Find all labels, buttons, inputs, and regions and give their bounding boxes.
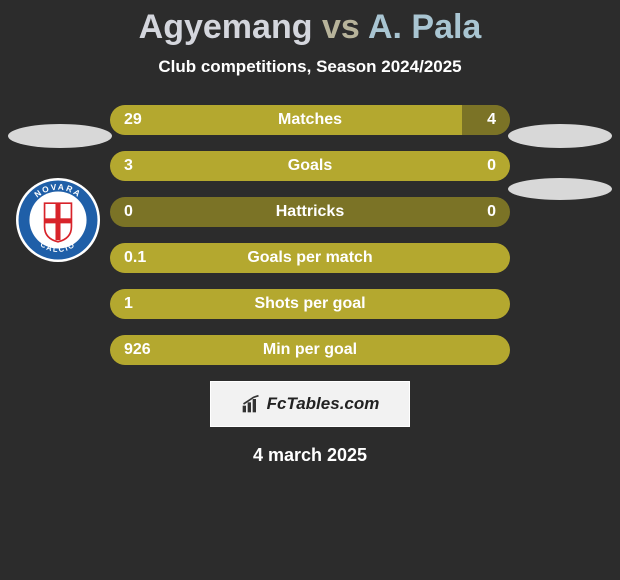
- avatar-placeholder-left: [8, 124, 112, 148]
- stat-value-right: 0: [487, 197, 496, 227]
- stat-row: 1Shots per goal: [110, 289, 510, 319]
- fctables-icon: [241, 394, 261, 414]
- stat-label: Shots per goal: [110, 289, 510, 319]
- stat-value-right: 0: [487, 151, 496, 181]
- player2-name: A. Pala: [368, 8, 481, 46]
- club-badge-icon: NOVARA CALCIO: [16, 178, 100, 262]
- club-badge-novara: NOVARA CALCIO: [16, 178, 100, 262]
- stat-label: Goals: [110, 151, 510, 181]
- page-title: Agyemang vs A. Pala: [0, 8, 620, 47]
- stats-comparison-chart: 29Matches43Goals00Hattricks00.1Goals per…: [110, 105, 510, 365]
- subtitle: Club competitions, Season 2024/2025: [0, 57, 620, 77]
- stat-label: Hattricks: [110, 197, 510, 227]
- infographic-root: Agyemang vs A. Pala Club competitions, S…: [0, 0, 620, 580]
- stat-row: 926Min per goal: [110, 335, 510, 365]
- branding-text: FcTables.com: [267, 394, 380, 414]
- club-placeholder-right: [508, 178, 612, 200]
- stat-row: 3Goals0: [110, 151, 510, 181]
- avatar-placeholder-right: [508, 124, 612, 148]
- date-text: 4 march 2025: [0, 445, 620, 466]
- stat-row: 29Matches4: [110, 105, 510, 135]
- player1-name: Agyemang: [139, 8, 313, 46]
- stat-label: Goals per match: [110, 243, 510, 273]
- stat-row: 0Hattricks0: [110, 197, 510, 227]
- stat-label: Matches: [110, 105, 510, 135]
- stat-value-right: 4: [487, 105, 496, 135]
- stat-row: 0.1Goals per match: [110, 243, 510, 273]
- vs-text: vs: [322, 8, 360, 46]
- branding-badge: FcTables.com: [210, 381, 410, 427]
- stat-label: Min per goal: [110, 335, 510, 365]
